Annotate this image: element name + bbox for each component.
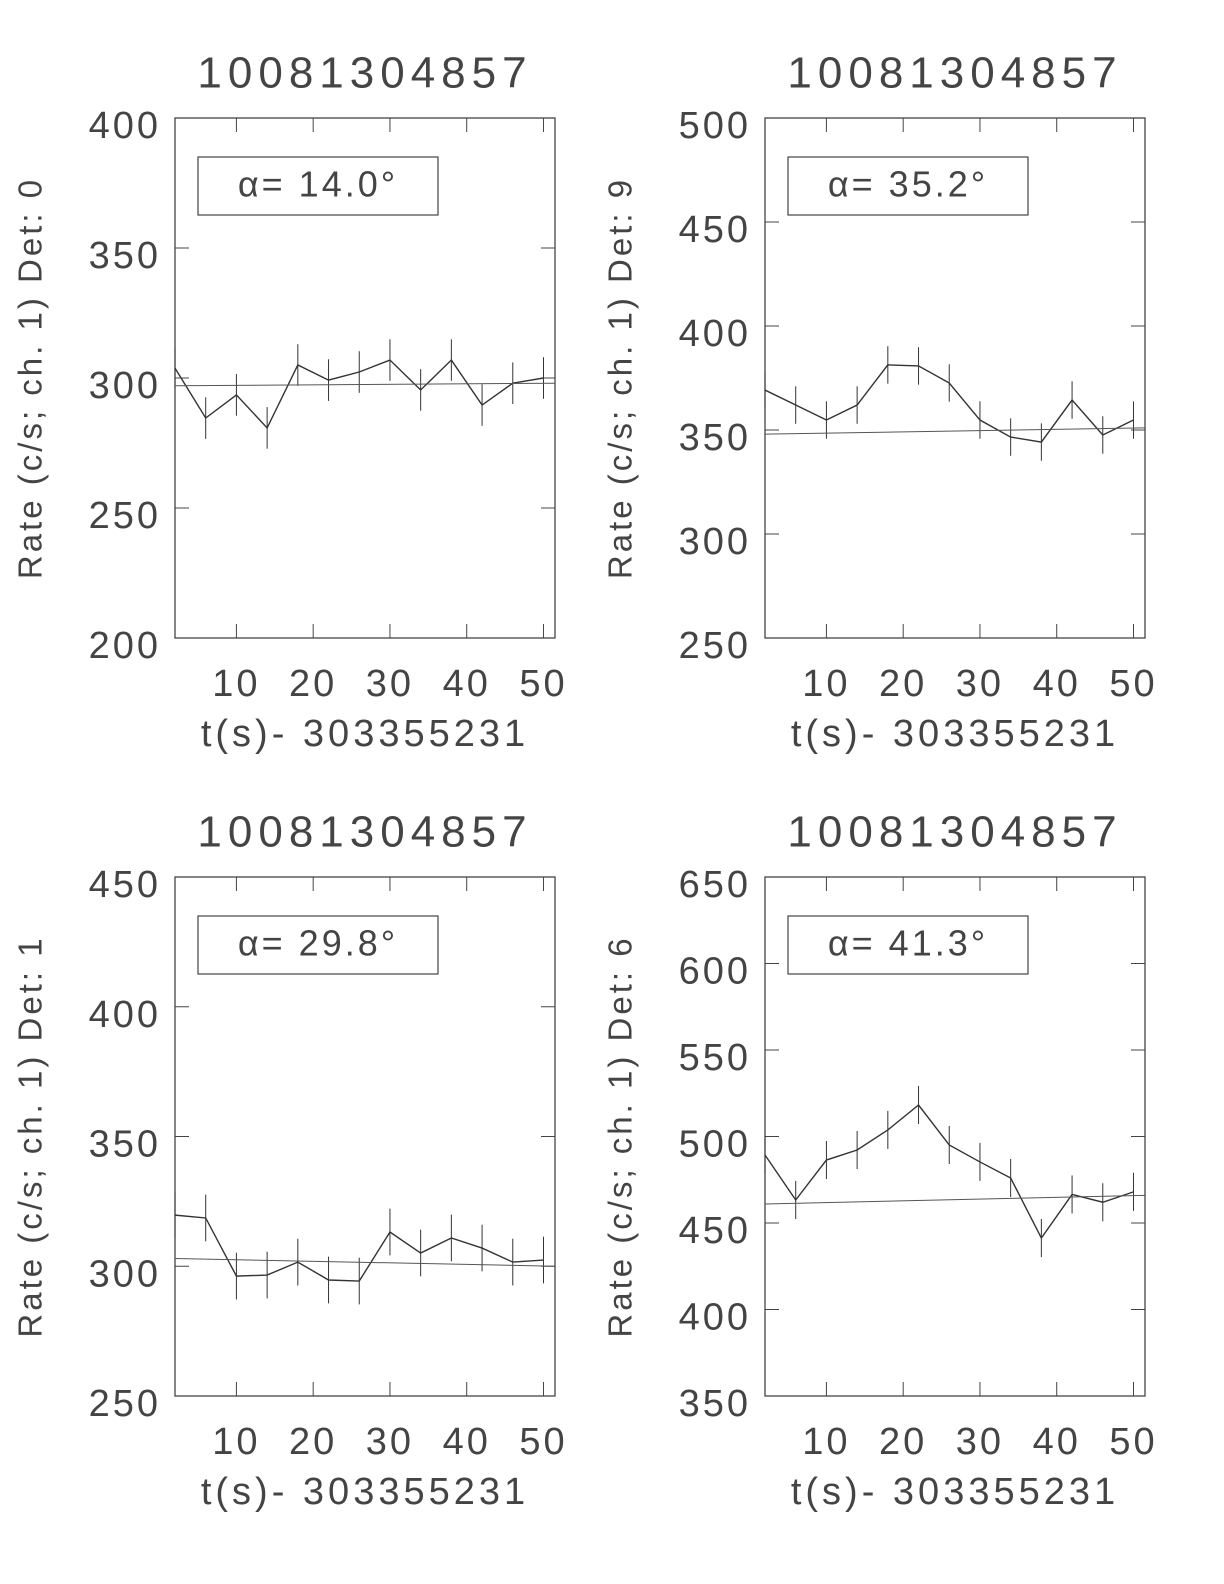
annotation-box <box>787 915 1029 975</box>
annotation-box <box>787 156 1029 216</box>
y-tick-label: 400 <box>89 105 161 147</box>
fit-line <box>764 1194 1146 1205</box>
y-tick-label: 400 <box>89 994 161 1036</box>
panel-title: 10081304857 <box>787 49 1122 98</box>
x-tick-label: 40 <box>443 1421 491 1463</box>
annotation: α= 14.0° <box>238 164 398 205</box>
x-tick-label: 10 <box>212 1421 260 1463</box>
y-tick-label: 450 <box>679 1210 751 1252</box>
y-tick-label: 400 <box>679 313 751 355</box>
fit-line <box>174 1257 556 1267</box>
y-axis-label: Rate (c/s; ch. 1) Det: 9 <box>602 177 639 579</box>
y-tick-label: 350 <box>89 235 161 277</box>
y-tick-label: 250 <box>679 625 751 667</box>
x-tick-label: 30 <box>956 663 1004 705</box>
x-tick-label: 20 <box>879 1421 927 1463</box>
y-tick-label: 400 <box>679 1297 751 1339</box>
y-tick-label: 250 <box>89 495 161 537</box>
x-tick-label: 40 <box>443 663 491 705</box>
y-axis-label: Rate (c/s; ch. 1) Det: 0 <box>12 177 49 579</box>
data-line <box>764 1104 1134 1240</box>
x-tick-label: 10 <box>212 663 260 705</box>
x-axis-label: t(s)- 303355231 <box>791 1471 1119 1513</box>
x-tick-label: 50 <box>519 663 567 705</box>
y-tick-label: 450 <box>89 864 161 906</box>
x-tick-label: 10 <box>802 663 850 705</box>
x-tick-label: 30 <box>366 663 414 705</box>
y-tick-label: 350 <box>679 417 751 459</box>
panel-title: 10081304857 <box>197 49 532 98</box>
annotation: α= 35.2° <box>828 164 988 205</box>
x-tick-label: 40 <box>1033 1421 1081 1463</box>
x-tick-label: 20 <box>289 663 337 705</box>
x-tick-label: 50 <box>1109 663 1157 705</box>
x-tick-label: 30 <box>956 1421 1004 1463</box>
annotation-box <box>197 915 439 975</box>
y-tick-label: 650 <box>679 864 751 906</box>
y-tick-label: 300 <box>89 1253 161 1295</box>
y-tick-label: 300 <box>89 365 161 407</box>
x-tick-label: 30 <box>366 1421 414 1463</box>
annotation: α= 41.3° <box>828 923 988 964</box>
annotation-box <box>197 156 439 216</box>
y-tick-label: 350 <box>89 1124 161 1166</box>
y-axis-label: Rate (c/s; ch. 1) Det: 1 <box>12 935 49 1337</box>
x-tick-label: 50 <box>1109 1421 1157 1463</box>
x-tick-label: 20 <box>289 1421 337 1463</box>
x-tick-label: 40 <box>1033 663 1081 705</box>
y-tick-label: 300 <box>679 521 751 563</box>
x-tick-label: 50 <box>519 1421 567 1463</box>
x-tick-label: 10 <box>802 1421 850 1463</box>
panel-title: 10081304857 <box>197 808 532 857</box>
x-axis-label: t(s)- 303355231 <box>791 713 1119 755</box>
y-axis-label: Rate (c/s; ch. 1) Det: 6 <box>602 935 639 1337</box>
y-tick-label: 200 <box>89 625 161 667</box>
y-tick-label: 600 <box>679 951 751 993</box>
y-tick-label: 250 <box>89 1383 161 1425</box>
fit-line <box>174 382 556 387</box>
y-tick-label: 450 <box>679 209 751 251</box>
y-tick-label: 550 <box>679 1037 751 1079</box>
fit-line <box>764 427 1146 435</box>
annotation: α= 29.8° <box>238 923 398 964</box>
panel-title: 10081304857 <box>787 808 1122 857</box>
y-tick-label: 500 <box>679 105 751 147</box>
x-axis-label: t(s)- 303355231 <box>201 713 529 755</box>
x-axis-label: t(s)- 303355231 <box>201 1471 529 1513</box>
y-tick-label: 500 <box>679 1124 751 1166</box>
y-tick-label: 350 <box>679 1383 751 1425</box>
x-tick-label: 20 <box>879 663 927 705</box>
